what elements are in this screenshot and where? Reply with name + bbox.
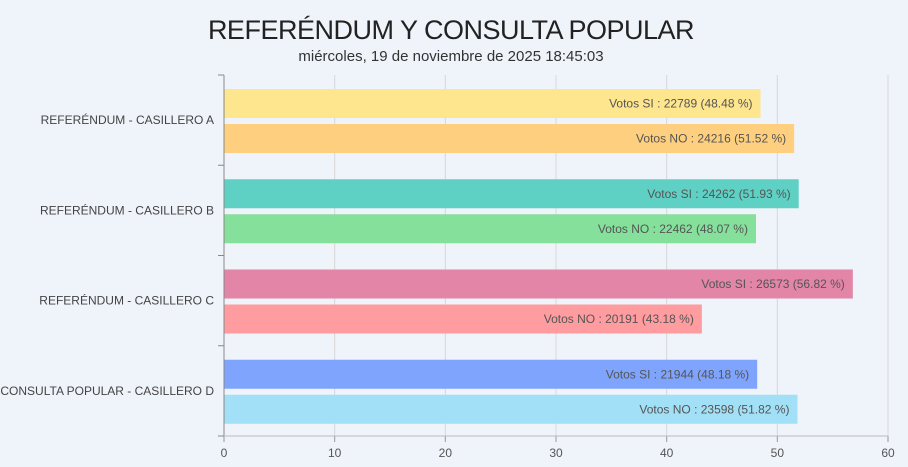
bar-data-label: Votos NO : 23598 (51.82 %): [639, 402, 789, 416]
bar-data-label: Votos NO : 24216 (51.52 %): [636, 132, 786, 146]
category-label: REFERÉNDUM - CASILLERO C: [39, 293, 214, 308]
bar: [224, 124, 795, 153]
x-tick-label: 40: [660, 446, 674, 460]
chart-title: REFERÉNDUM Y CONSULTA POPULAR: [207, 15, 695, 45]
bar: [224, 269, 853, 299]
bar: [224, 89, 761, 118]
x-tick-label: 30: [549, 446, 563, 460]
bar-data-label: Votos SI : 22789 (48.48 %): [609, 97, 752, 111]
bar: [224, 214, 756, 244]
bar-data-label: Votos NO : 20191 (43.18 %): [544, 312, 694, 326]
bar: [224, 179, 799, 209]
x-tick-label: 10: [328, 446, 342, 460]
bar: [224, 304, 702, 334]
bar-data-label: Votos SI : 26573 (56.82 %): [701, 277, 844, 291]
chart-subtitle: miércoles, 19 de noviembre de 2025 18:45…: [298, 48, 604, 65]
category-label: REFERÉNDUM - CASILLERO B: [40, 202, 214, 217]
bar-data-label: Votos SI : 21944 (48.18 %): [606, 367, 749, 381]
x-tick-label: 0: [221, 446, 228, 460]
x-tick-label: 60: [881, 446, 895, 460]
category-label: CONSULTA POPULAR - CASILLERO D: [0, 384, 214, 398]
bar: [224, 394, 798, 424]
bar-data-label: Votos NO : 22462 (48.07 %): [598, 222, 748, 236]
bars: Votos SI : 22789 (48.48 %) Votos NO : 242…: [224, 89, 853, 424]
x-tick-label: 20: [439, 446, 453, 460]
bar: [224, 359, 758, 389]
axes: 0 10 20 30 40 50 60 REFERÉNDUM - CASILLERO A REF…: [0, 74, 895, 460]
x-tick-label: 50: [771, 446, 785, 460]
category-label: REFERÉNDUM - CASILLERO A: [41, 112, 214, 127]
bar-data-label: Votos SI : 24262 (51.93 %): [647, 187, 790, 201]
